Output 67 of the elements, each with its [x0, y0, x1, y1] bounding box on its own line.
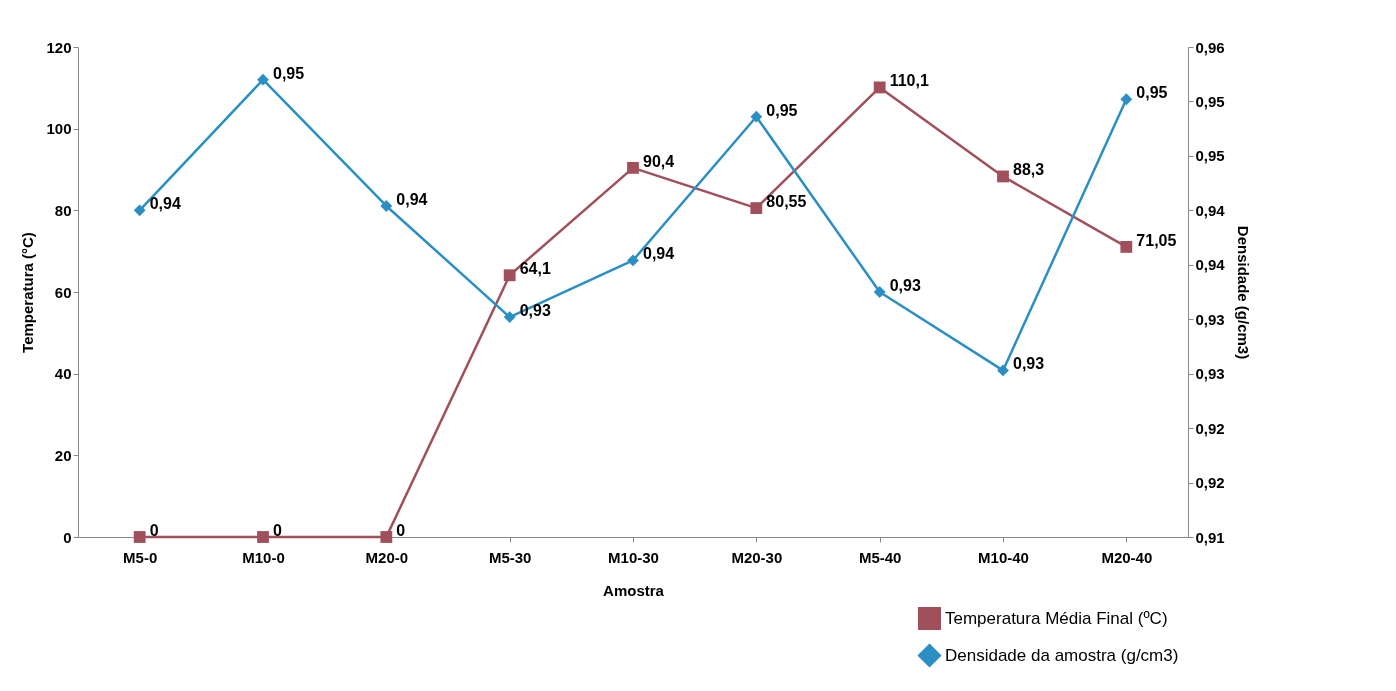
point	[997, 364, 1009, 377]
data-label: 90,4	[643, 152, 675, 170]
data-label: 0,95	[1136, 84, 1168, 102]
x-axis-title: Amostra	[603, 581, 665, 599]
point	[873, 81, 886, 94]
data-label: 0	[273, 522, 282, 539]
y2-tick-label: 0,93	[1195, 365, 1225, 383]
x-tick-label: M10-40	[978, 548, 1029, 566]
x-tick-label: M5-40	[858, 548, 902, 566]
y2-tick-label: 0,95	[1195, 92, 1225, 110]
x-tick-label: M20-30	[731, 548, 783, 566]
y-tick-label: 60	[54, 283, 72, 301]
data-label: 110,1	[889, 72, 929, 90]
y2-tick-label: 0,91	[1195, 528, 1225, 546]
data-label: 0,95	[273, 64, 305, 82]
point	[750, 110, 763, 123]
y-tick-label: 20	[54, 446, 72, 464]
y2-axis-title: Densidade (g/cm3)	[1234, 225, 1252, 360]
data-label: 0,93	[889, 277, 921, 294]
data-label: 0,95	[766, 101, 798, 119]
data-label: 0,93	[1013, 355, 1045, 373]
point	[1120, 240, 1133, 253]
point	[133, 531, 146, 543]
point	[873, 286, 886, 298]
point	[503, 269, 516, 282]
point	[1120, 93, 1133, 106]
data-label: 0,94	[643, 245, 675, 263]
x-tick-label: M5-0	[123, 548, 158, 566]
data-label: 71,05	[1136, 231, 1177, 249]
point	[997, 170, 1009, 183]
x-tick-label: M10-0	[242, 548, 285, 566]
y2-tick-label: 0,94	[1195, 256, 1226, 274]
y2-tick-label: 0,96	[1195, 38, 1225, 56]
point	[503, 311, 516, 323]
data-label: 0,94	[149, 195, 181, 213]
point	[133, 204, 146, 217]
x-tick-label: M20-40	[1101, 548, 1153, 566]
x-tick-label: M5-30	[488, 548, 532, 566]
y2-tick-label: 0,93	[1195, 310, 1225, 328]
x-tick-label: M20-0	[365, 548, 409, 566]
data-label: 88,3	[1013, 161, 1045, 179]
x-tick-label: M10-30	[608, 548, 659, 566]
y-tick-label: 120	[46, 38, 72, 56]
y2-tick-label: 0,94	[1195, 201, 1226, 219]
y-tick-label: 80	[54, 201, 72, 219]
point	[750, 202, 763, 214]
point	[380, 531, 393, 543]
data-label: 0,94	[396, 190, 428, 208]
data-label: 0	[149, 522, 159, 539]
y2-tick-label: 0,92	[1195, 474, 1225, 492]
y-tick-label: 100	[46, 120, 72, 138]
data-label: 64,1	[519, 260, 551, 278]
point	[257, 73, 269, 86]
data-label: 80,55	[766, 193, 807, 211]
data-label: 0,93	[519, 302, 551, 320]
point	[627, 254, 639, 267]
data-label: 0	[396, 522, 406, 539]
point	[257, 531, 269, 543]
y2-tick-label: 0,92	[1195, 419, 1225, 437]
y-tick-label: 0	[63, 528, 72, 546]
point	[380, 200, 393, 212]
point	[627, 161, 639, 174]
y2-tick-label: 0,95	[1195, 147, 1225, 165]
legend-label: Temperatura Média Final (ºC)	[945, 608, 1168, 628]
legend-label: Densidade da amostra (g/cm3)	[945, 645, 1179, 665]
y-axis-title: Temperatura (°C)	[19, 232, 37, 353]
y-tick-label: 40	[54, 365, 72, 383]
